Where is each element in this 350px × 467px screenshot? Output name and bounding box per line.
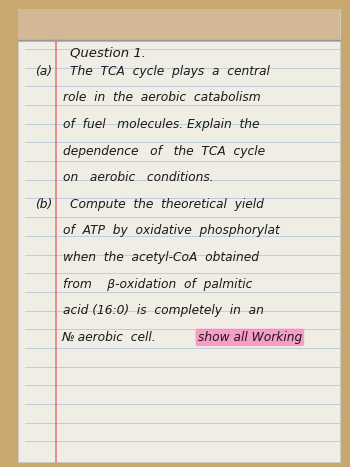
Text: of  ATP  by  oxidative  phosphorylat: of ATP by oxidative phosphorylat xyxy=(63,225,280,237)
Text: when  the  acetyl-CoA  obtained: when the acetyl-CoA obtained xyxy=(63,251,259,264)
Text: (a): (a) xyxy=(35,65,52,78)
Text: of  fuel   molecules. Explain  the: of fuel molecules. Explain the xyxy=(63,118,259,131)
Text: The  TCA  cycle  plays  a  central: The TCA cycle plays a central xyxy=(70,65,270,78)
Text: (b): (b) xyxy=(35,198,52,211)
Text: dependence   of   the  TCA  cycle: dependence of the TCA cycle xyxy=(63,145,265,157)
Text: on   aerobic   conditions.: on aerobic conditions. xyxy=(63,171,214,184)
FancyBboxPatch shape xyxy=(18,9,340,462)
Text: show all Working: show all Working xyxy=(198,331,302,344)
Text: № aerobic  cell.: № aerobic cell. xyxy=(61,331,156,344)
Text: from    β-oxidation  of  palmitic: from β-oxidation of palmitic xyxy=(63,278,252,290)
Text: Compute  the  theoretical  yield: Compute the theoretical yield xyxy=(70,198,264,211)
Text: role  in  the  aerobic  catabolism: role in the aerobic catabolism xyxy=(63,92,261,104)
Text: Question 1.: Question 1. xyxy=(70,47,146,60)
Text: acid (16:0)  is  completely  in  an: acid (16:0) is completely in an xyxy=(63,304,264,317)
FancyBboxPatch shape xyxy=(18,9,340,42)
